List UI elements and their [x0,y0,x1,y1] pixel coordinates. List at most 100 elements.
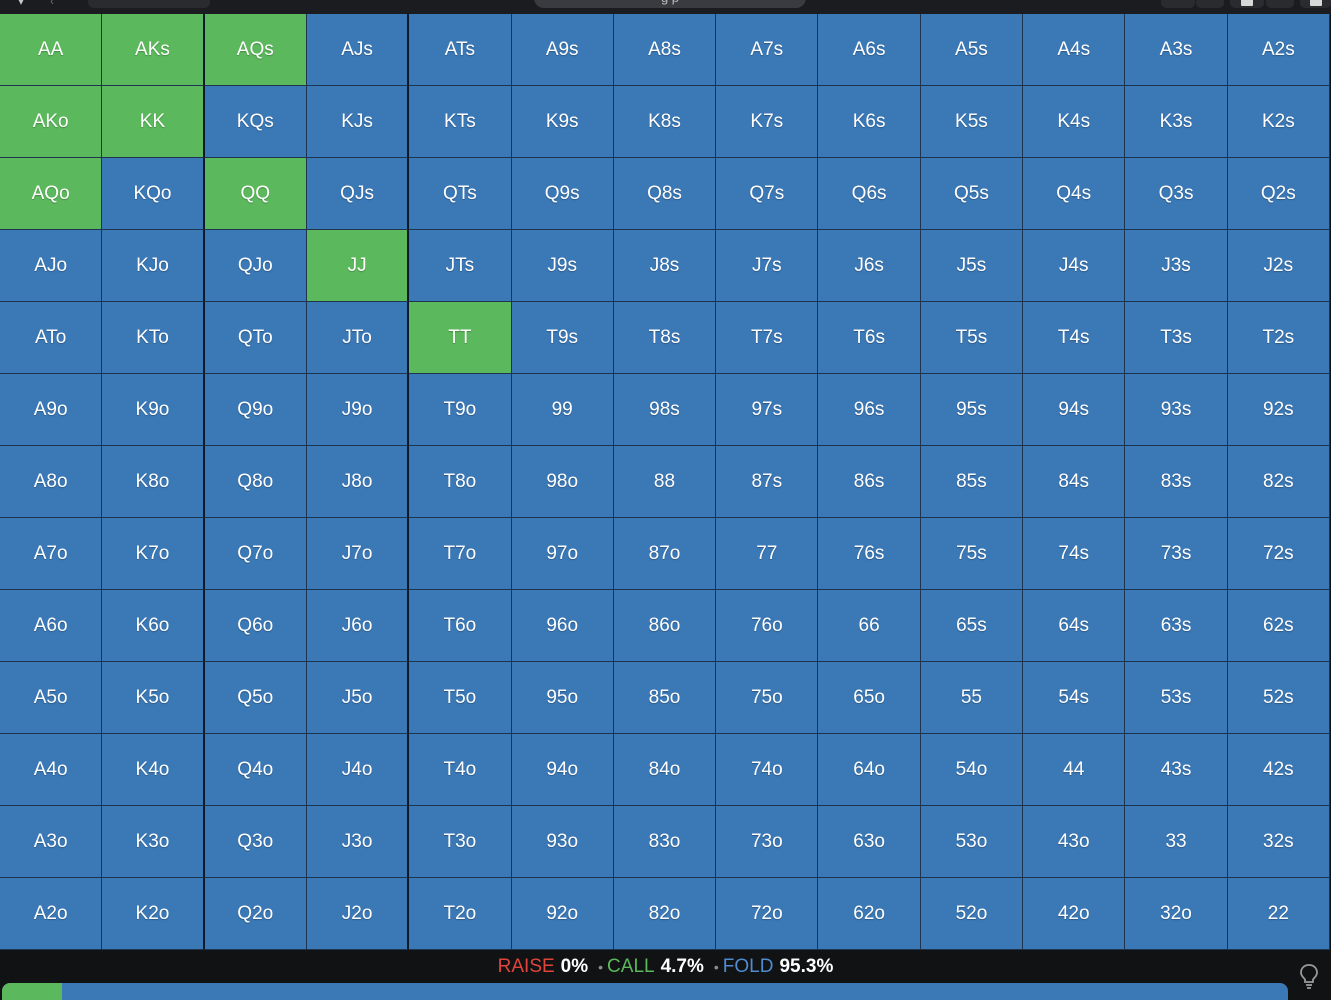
hand-cell[interactable]: 63o [818,806,921,878]
hand-cell[interactable]: TT [409,302,512,374]
hand-cell[interactable]: 53s [1125,662,1228,734]
hand-cell[interactable]: QTo [204,302,307,374]
hand-cell[interactable]: KJo [102,230,205,302]
hand-cell[interactable]: K2s [1227,86,1330,158]
search-field[interactable]: g p [534,0,806,8]
hand-cell[interactable]: 64o [818,734,921,806]
chevron-down-icon[interactable]: ▾ [17,0,25,8]
hand-cell[interactable]: 76s [818,518,921,590]
hand-cell[interactable]: J9o [306,374,410,446]
hand-cell[interactable]: 76o [716,590,819,662]
hand-cell[interactable]: JTo [306,302,410,374]
hand-cell[interactable]: 95o [511,662,614,734]
hand-cell[interactable]: K9o [102,374,205,446]
hand-cell[interactable]: J9s [511,230,614,302]
hand-cell[interactable]: A4s [1023,14,1126,86]
hand-cell[interactable]: J5o [306,662,410,734]
hand-cell[interactable]: KQs [204,86,307,158]
hand-cell[interactable]: T7o [409,518,512,590]
hand-cell[interactable]: 82o [613,878,717,950]
toolbar-field[interactable] [88,0,210,8]
hand-cell[interactable]: 62s [1227,590,1330,662]
hand-cell[interactable]: J7o [306,518,410,590]
hand-cell[interactable]: Q7s [716,158,819,230]
hand-cell[interactable]: J2o [306,878,410,950]
hand-cell[interactable]: J3o [306,806,410,878]
hand-cell[interactable]: A8o [0,446,103,518]
hand-cell[interactable]: 52s [1227,662,1330,734]
hand-cell[interactable]: Q2o [204,878,307,950]
hand-cell[interactable]: 87o [613,518,717,590]
hand-cell[interactable]: 64s [1023,590,1126,662]
hand-cell[interactable]: K9s [511,86,614,158]
hand-cell[interactable]: 66 [818,590,921,662]
hand-cell[interactable]: 77 [716,518,819,590]
hand-cell[interactable]: Q4o [204,734,307,806]
hand-cell[interactable]: 86o [613,590,717,662]
hand-cell[interactable]: Q8s [613,158,717,230]
hand-cell[interactable]: 33 [1125,806,1228,878]
hand-cell[interactable]: 75o [716,662,819,734]
hand-cell[interactable]: Q7o [204,518,307,590]
hand-cell[interactable]: T6o [409,590,512,662]
hand-cell[interactable]: A5o [0,662,103,734]
hand-cell[interactable]: A7s [716,14,819,86]
hand-cell[interactable]: Q8o [204,446,307,518]
hand-cell[interactable]: K8s [613,86,717,158]
hand-cell[interactable]: A3s [1125,14,1228,86]
hand-cell[interactable]: 85o [613,662,717,734]
hand-cell[interactable]: 95s [920,374,1024,446]
hand-cell[interactable]: Q9o [204,374,307,446]
hand-cell[interactable]: Q5s [920,158,1024,230]
toolbar-button[interactable] [1266,0,1294,8]
hand-cell[interactable]: 75s [920,518,1024,590]
hand-cell[interactable]: 42o [1023,878,1126,950]
hand-cell[interactable]: J4s [1023,230,1126,302]
hand-cell[interactable]: 85s [920,446,1024,518]
hand-cell[interactable]: QJo [204,230,307,302]
hand-cell[interactable]: 62o [818,878,921,950]
hand-cell[interactable]: J2s [1227,230,1330,302]
hand-cell[interactable]: AA [0,14,103,86]
hand-cell[interactable]: 65o [818,662,921,734]
hand-cell[interactable]: AJs [306,14,410,86]
hand-cell[interactable]: K5s [920,86,1024,158]
hand-cell[interactable]: K8o [102,446,205,518]
hand-cell[interactable]: 96s [818,374,921,446]
hand-cell[interactable]: A2o [0,878,103,950]
hand-cell[interactable]: 83o [613,806,717,878]
hand-cell[interactable]: A6o [0,590,103,662]
hand-cell[interactable]: 73o [716,806,819,878]
toolbar-window-button[interactable] [1230,0,1264,8]
hand-cell[interactable]: T3o [409,806,512,878]
hand-cell[interactable]: K6o [102,590,205,662]
hand-cell[interactable]: 54s [1023,662,1126,734]
hand-cell[interactable]: 94s [1023,374,1126,446]
hand-cell[interactable]: A6s [818,14,921,86]
hand-cell[interactable]: AQs [204,14,307,86]
hand-cell[interactable]: 65s [920,590,1024,662]
hand-cell[interactable]: K6s [818,86,921,158]
hand-cell[interactable]: 74s [1023,518,1126,590]
hand-cell[interactable]: T3s [1125,302,1228,374]
hand-cell[interactable]: 93s [1125,374,1228,446]
hand-cell[interactable]: 44 [1023,734,1126,806]
hand-cell[interactable]: 73s [1125,518,1228,590]
hand-cell[interactable]: 83s [1125,446,1228,518]
hand-cell[interactable]: 32s [1227,806,1330,878]
hand-cell[interactable]: 72o [716,878,819,950]
hand-cell[interactable]: Q4s [1023,158,1126,230]
hand-cell[interactable]: 84s [1023,446,1126,518]
hand-cell[interactable]: J7s [716,230,819,302]
hand-cell[interactable]: A9s [511,14,614,86]
hand-cell[interactable]: J8s [613,230,717,302]
hand-cell[interactable]: 82s [1227,446,1330,518]
hand-cell[interactable]: Q9s [511,158,614,230]
hand-cell[interactable]: T8o [409,446,512,518]
hand-cell[interactable]: T8s [613,302,717,374]
hand-cell[interactable]: 99 [511,374,614,446]
hand-cell[interactable]: 74o [716,734,819,806]
hand-cell[interactable]: ATs [409,14,512,86]
hand-cell[interactable]: 87s [716,446,819,518]
hand-cell[interactable]: Q5o [204,662,307,734]
